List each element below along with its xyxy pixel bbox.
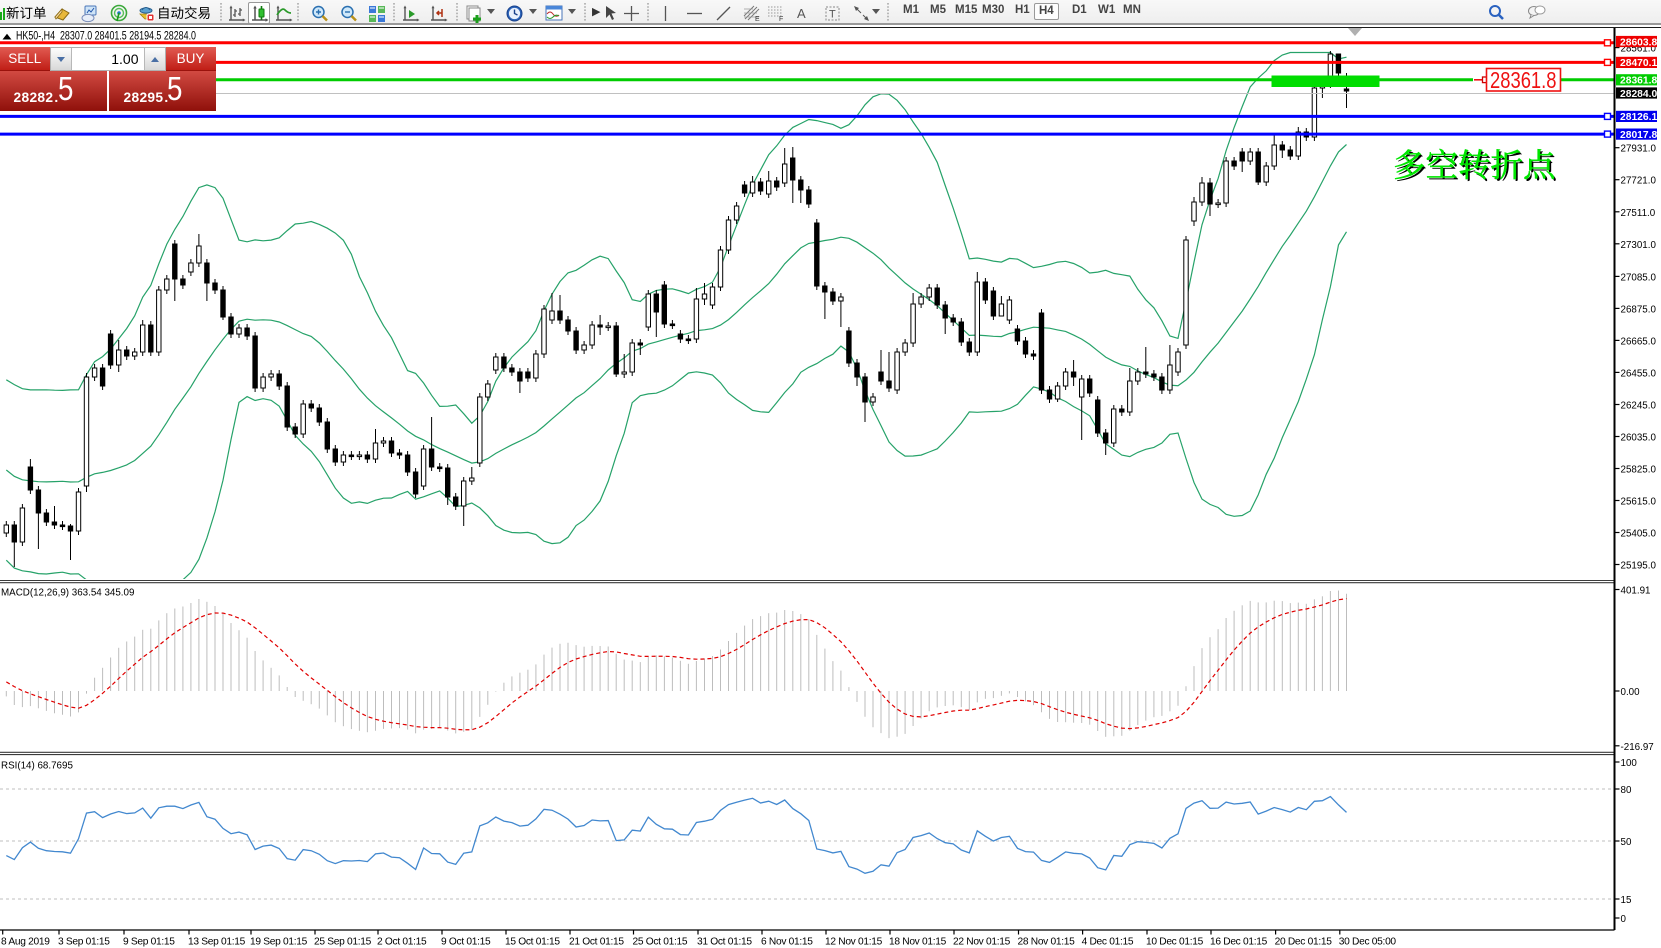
svg-text:31 Oct 01:15: 31 Oct 01:15 xyxy=(697,937,752,948)
svg-text:HK50-,H4 28307.0 28401.5 2819: HK50-,H4 28307.0 28401.5 28194.5 28284.0 xyxy=(16,31,196,43)
svg-text:25825.0: 25825.0 xyxy=(1621,465,1657,476)
svg-text:15 Oct 01:15: 15 Oct 01:15 xyxy=(505,937,560,948)
svg-text:25615.0: 25615.0 xyxy=(1621,497,1657,508)
svg-text:0: 0 xyxy=(1621,914,1627,925)
svg-text:25405.0: 25405.0 xyxy=(1621,529,1657,540)
svg-text:-216.97: -216.97 xyxy=(1621,742,1654,753)
svg-text:28284.0: 28284.0 xyxy=(1620,89,1657,100)
svg-text:0.00: 0.00 xyxy=(1621,687,1641,698)
svg-text:80: 80 xyxy=(1621,785,1632,796)
svg-text:25 Sep 01:15: 25 Sep 01:15 xyxy=(314,937,372,948)
svg-text:26245.0: 26245.0 xyxy=(1621,401,1657,412)
svg-text:27931.0: 27931.0 xyxy=(1621,144,1657,155)
svg-text:F: F xyxy=(779,16,783,23)
svg-text:28126.1: 28126.1 xyxy=(1620,112,1657,123)
svg-text:28561.0: 28561.0 xyxy=(1621,44,1657,55)
svg-text:26035.0: 26035.0 xyxy=(1621,433,1657,444)
svg-text:28603.8: 28603.8 xyxy=(1620,37,1657,48)
svg-text:2 Oct 01:15: 2 Oct 01:15 xyxy=(377,937,427,948)
svg-text:28470.1: 28470.1 xyxy=(1620,58,1657,69)
svg-text:28361.8: 28361.8 xyxy=(1490,67,1557,93)
svg-text:RSI(14) 68.7695: RSI(14) 68.7695 xyxy=(1,761,73,772)
svg-text:27085.0: 27085.0 xyxy=(1621,272,1657,283)
svg-text:50: 50 xyxy=(1621,837,1632,848)
svg-text:25 Oct 01:15: 25 Oct 01:15 xyxy=(633,937,688,948)
svg-text:27511.0: 27511.0 xyxy=(1621,208,1656,219)
svg-text:15: 15 xyxy=(1621,895,1632,906)
svg-text:19 Sep 01:15: 19 Sep 01:15 xyxy=(250,937,308,948)
svg-text:100: 100 xyxy=(1621,758,1638,769)
svg-text:28 Nov 01:15: 28 Nov 01:15 xyxy=(1018,937,1076,948)
svg-text:20 Dec 01:15: 20 Dec 01:15 xyxy=(1275,937,1333,948)
svg-text:30 Dec 05:00: 30 Dec 05:00 xyxy=(1339,937,1397,948)
svg-text:27301.0: 27301.0 xyxy=(1621,240,1657,251)
svg-text:E: E xyxy=(755,16,760,23)
svg-text:MACD(12,26,9) 363.54 345.09: MACD(12,26,9) 363.54 345.09 xyxy=(1,588,134,599)
svg-text:9 Oct 01:15: 9 Oct 01:15 xyxy=(441,937,491,948)
svg-text:13 Sep 01:15: 13 Sep 01:15 xyxy=(188,937,246,948)
svg-text:26455.0: 26455.0 xyxy=(1621,368,1657,379)
svg-text:25195.0: 25195.0 xyxy=(1621,561,1657,572)
svg-text:27721.0: 27721.0 xyxy=(1621,176,1657,187)
svg-text:A: A xyxy=(797,6,806,21)
svg-text:401.91: 401.91 xyxy=(1621,586,1651,597)
svg-text:9 Sep 01:15: 9 Sep 01:15 xyxy=(123,937,175,948)
svg-text:28361.8: 28361.8 xyxy=(1620,76,1657,87)
svg-text:T: T xyxy=(829,8,836,20)
svg-text:22 Nov 01:15: 22 Nov 01:15 xyxy=(953,937,1011,948)
svg-text:26875.0: 26875.0 xyxy=(1621,304,1657,315)
svg-text:6 Nov 01:15: 6 Nov 01:15 xyxy=(761,937,813,948)
svg-text:4 Dec 01:15: 4 Dec 01:15 xyxy=(1082,937,1134,948)
svg-text:28017.8: 28017.8 xyxy=(1620,130,1657,141)
svg-text:8 Aug 2019: 8 Aug 2019 xyxy=(1,937,50,948)
svg-text:16 Dec 01:15: 16 Dec 01:15 xyxy=(1210,937,1268,948)
svg-text:26665.0: 26665.0 xyxy=(1621,336,1657,347)
svg-text:21 Oct 01:15: 21 Oct 01:15 xyxy=(569,937,624,948)
svg-text:18 Nov 01:15: 18 Nov 01:15 xyxy=(889,937,947,948)
svg-text:3 Sep 01:15: 3 Sep 01:15 xyxy=(58,937,110,948)
svg-text:10 Dec 01:15: 10 Dec 01:15 xyxy=(1146,937,1204,948)
svg-text:12 Nov 01:15: 12 Nov 01:15 xyxy=(825,937,883,948)
